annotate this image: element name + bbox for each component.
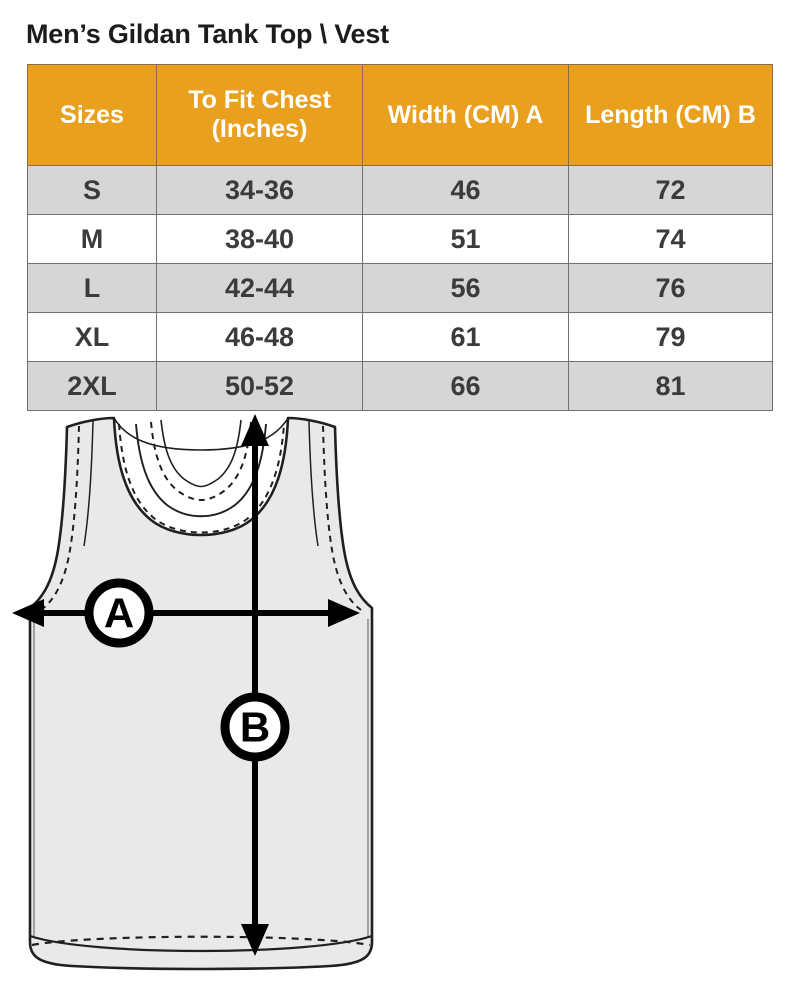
marker-b-label: B (240, 704, 270, 751)
marker-a-label: A (104, 590, 134, 637)
cell-length: 81 (568, 361, 773, 411)
neckline-stitch-outer (118, 423, 285, 534)
cell-width: 46 (362, 165, 569, 215)
tank-top-illustration (28, 416, 374, 971)
neckline-stitch-inner (150, 421, 252, 501)
garment-diagram: A B (0, 404, 800, 985)
table-row: L 42-44 56 76 (27, 263, 773, 313)
page-title: Men’s Gildan Tank Top \ Vest (26, 19, 389, 49)
table-body: S 34-36 46 72 M 38-40 51 74 L 42-44 56 7… (27, 165, 773, 411)
cell-size: M (27, 214, 157, 264)
cell-width: 51 (362, 214, 569, 264)
hem-bottom-curve (29, 934, 373, 953)
cell-length: 79 (568, 312, 773, 362)
cell-chest: 34-36 (156, 165, 363, 215)
header-row: Sizes To Fit Chest (Inches) Width (CM) A… (27, 64, 773, 166)
cell-length: 72 (568, 165, 773, 215)
cell-size: XL (27, 312, 157, 362)
arrow-b-head-top (241, 414, 269, 446)
measurement-arrow-b (241, 414, 269, 956)
arrow-b-head-bottom (241, 924, 269, 956)
column-header-chest: To Fit Chest (Inches) (156, 64, 363, 166)
column-header-length: Length (CM) B (568, 64, 773, 166)
cell-chest: 50-52 (156, 361, 363, 411)
table-row: M 38-40 51 74 (27, 214, 773, 264)
cell-chest: 38-40 (156, 214, 363, 264)
cell-length: 74 (568, 214, 773, 264)
marker-b-circle (220, 692, 290, 762)
cell-width: 66 (362, 361, 569, 411)
column-header-width: Width (CM) A (362, 64, 569, 166)
marker-badge-b: B (220, 692, 290, 762)
column-header-sizes: Sizes (27, 64, 157, 166)
table-header: Sizes To Fit Chest (Inches) Width (CM) A… (27, 64, 773, 166)
cell-size: L (27, 263, 157, 313)
table-row: S 34-36 46 72 (27, 165, 773, 215)
neckline-back-curve (160, 419, 242, 488)
arrow-a-head-left (12, 599, 44, 627)
shoulder-seam-right (308, 420, 319, 547)
cell-size: 2XL (27, 361, 157, 411)
cell-chest: 46-48 (156, 312, 363, 362)
table-row: 2XL 50-52 66 81 (27, 361, 773, 411)
shoulder-seam-left (83, 420, 94, 547)
cell-width: 56 (362, 263, 569, 313)
marker-badge-a: A (84, 578, 154, 648)
neckline-top-arc (113, 417, 289, 451)
cell-length: 76 (568, 263, 773, 313)
hem-stitch-line (31, 935, 371, 947)
arrow-a-head-right (328, 599, 360, 627)
cell-width: 61 (362, 312, 569, 362)
marker-a-circle (84, 578, 154, 648)
table-row: XL 46-48 61 79 (27, 312, 773, 362)
cell-chest: 42-44 (156, 263, 363, 313)
cell-size: S (27, 165, 157, 215)
size-chart-table: Sizes To Fit Chest (Inches) Width (CM) A… (27, 64, 773, 411)
